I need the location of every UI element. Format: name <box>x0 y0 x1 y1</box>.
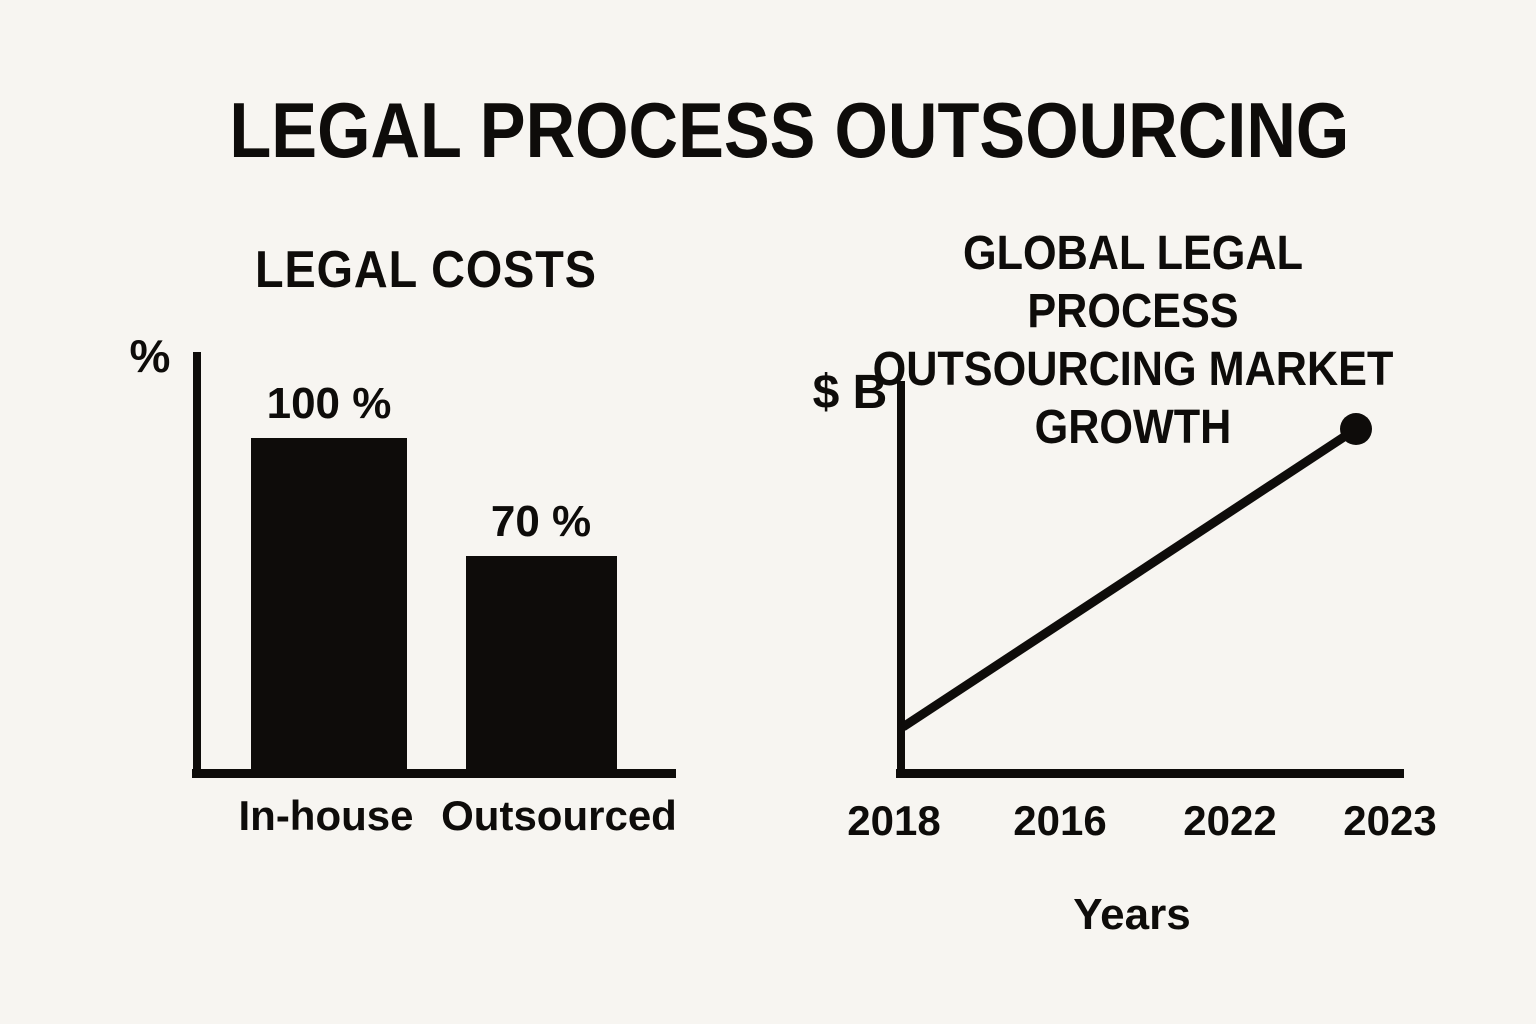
market-growth-y-axis-label: $ B <box>812 366 888 419</box>
market-growth-x-axis-label: Years <box>1073 890 1191 939</box>
market-growth-title-text: GLOBAL LEGAL PROCESS OUTSOURCING MARKET … <box>863 225 1403 457</box>
legal-costs-y-axis <box>193 352 201 778</box>
bar-in-house-value-label: 100 % <box>266 379 392 428</box>
x-tick-label-2018: 2018 <box>847 797 941 844</box>
bar-outsourced <box>466 556 617 769</box>
page-title-text: LEGAL PROCESS OUTSOURCING <box>229 86 1349 174</box>
trend-line <box>900 425 1359 731</box>
bar-outsourced-value-label: 70 % <box>490 497 592 546</box>
x-tick-label-2023: 2023 <box>1343 797 1437 844</box>
market-growth-title-line-2: OUTSOURCING MARKET <box>872 343 1394 396</box>
legal-costs-title-text: LEGAL COSTS <box>255 241 597 299</box>
x-tick-label-2016: 2016 <box>1013 797 1107 844</box>
bar-in-house <box>251 438 407 769</box>
market-growth-x-axis <box>896 769 1404 778</box>
legal-costs-y-axis-label: % <box>129 330 171 382</box>
market-growth-title: GLOBAL LEGAL PROCESS OUTSOURCING MARKET … <box>833 225 1433 457</box>
market-growth-title-line-3: GROWTH <box>1034 401 1232 454</box>
bar-outsourced-category-label: Outsourced <box>441 792 677 839</box>
legal-costs-x-axis <box>192 769 676 778</box>
bar-in-house-category-label: In-house <box>238 792 414 839</box>
x-tick-label-2022: 2022 <box>1183 797 1277 844</box>
market-growth-y-axis <box>897 381 905 778</box>
legal-costs-title: LEGAL COSTS <box>176 244 676 296</box>
market-growth-title-line-1: GLOBAL LEGAL PROCESS <box>962 227 1303 338</box>
page-title: LEGAL PROCESS OUTSOURCING <box>42 91 1536 169</box>
